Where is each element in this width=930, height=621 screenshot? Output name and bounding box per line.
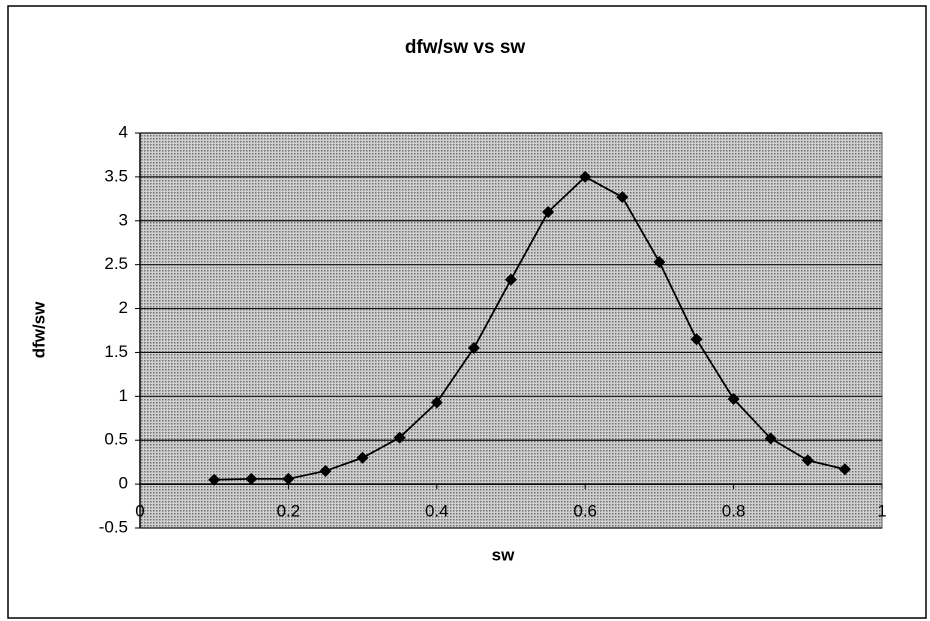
x-tick-label: 0.4: [425, 502, 449, 521]
y-tick-label: 1: [119, 386, 128, 405]
data-point: [616, 191, 629, 204]
data-point: [208, 473, 221, 486]
data-point: [467, 342, 480, 355]
x-tick-label: 0: [135, 502, 144, 521]
y-tick-label: 2: [119, 298, 128, 317]
x-tick-label: 0.6: [573, 502, 597, 521]
data-point: [282, 472, 295, 485]
data-point: [430, 396, 443, 409]
y-tick-label: 0.5: [104, 430, 128, 449]
y-tick-label: 0: [119, 474, 128, 493]
plot-area: [139, 132, 883, 529]
data-point: [542, 206, 555, 218]
data-point: [838, 463, 851, 476]
x-tick-label: 0.2: [277, 502, 301, 521]
data-line: [214, 175, 846, 481]
x-tick-label: 0.8: [722, 502, 746, 521]
y-tick-label: 1.5: [104, 342, 128, 361]
data-point: [505, 273, 517, 286]
data-point: [319, 464, 332, 477]
data-point: [727, 392, 740, 405]
y-tick-label: 2.5: [104, 254, 128, 273]
data-point: [579, 170, 592, 183]
x-tick-label: 1: [877, 502, 886, 521]
data-point: [356, 451, 369, 464]
y-tick-label: -0.5: [99, 517, 128, 536]
y-tick-label: 3: [119, 210, 128, 229]
data-point: [764, 432, 777, 445]
y-tick-label: 4: [119, 122, 128, 141]
data-point: [393, 431, 406, 444]
y-tick-label: 3.5: [104, 166, 128, 185]
data-point: [653, 256, 666, 269]
chart-title: dfw/sw vs sw: [405, 37, 526, 58]
data-point: [690, 333, 703, 346]
x-axis-label: sw: [492, 545, 515, 564]
data-point: [801, 454, 814, 467]
data-point: [245, 472, 258, 485]
y-axis-label: dfw/sw: [29, 301, 48, 358]
